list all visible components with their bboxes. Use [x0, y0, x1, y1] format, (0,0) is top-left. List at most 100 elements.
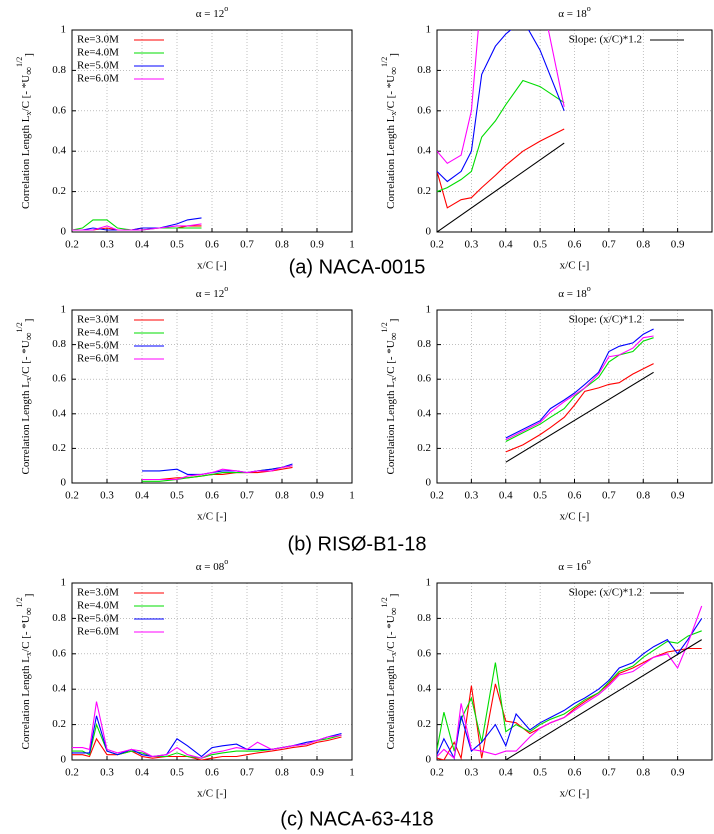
x-tick-label: 0.8 — [636, 490, 650, 502]
y-label-part: x — [389, 377, 398, 381]
y-label-part: 1/2 — [15, 597, 24, 607]
title-text: α = 12 — [196, 8, 224, 20]
plot-frame — [436, 309, 713, 484]
title-sup: o — [224, 4, 228, 13]
y-label-part: ∞ — [388, 607, 400, 615]
x-axis-label: x/C [-] — [560, 788, 590, 800]
legend-label: Re=4.0M — [77, 327, 119, 339]
y-tick-label: 1 — [426, 577, 432, 589]
y-label-part: 1/2 — [380, 322, 389, 332]
chart-title: α = 08o — [196, 557, 228, 573]
plot-area — [437, 30, 565, 232]
x-tick-label: 0.3 — [100, 490, 114, 502]
chart: 0.2 0.3 0.4 0.5 0.6 0.7 0.8 0.900.20.40.60.81α … — [380, 4, 713, 272]
y-tick-label: 0 — [426, 226, 432, 238]
y-tick-label: 1 — [61, 304, 67, 316]
y-tick-label: 0.8 — [417, 338, 431, 350]
legend-label: Slope: (x/C)*1.2 — [569, 314, 642, 326]
y-label-part: Correlation Length L — [385, 656, 397, 750]
legend-label: Re=4.0M — [77, 600, 119, 612]
y-label-part: /C [- *U — [385, 75, 397, 112]
y-label-part: ] — [23, 594, 35, 598]
x-tick-label: 0.7 — [240, 490, 254, 502]
y-tick-label: 1 — [61, 577, 67, 589]
series-line — [505, 371, 654, 463]
chart: 0.2 0.3 0.4 0.5 0.6 0.7 0.8 0.900.20.40.60.81α … — [380, 557, 713, 800]
y-tick-label: 0.2 — [417, 718, 431, 730]
y-tick-label: 0.2 — [52, 442, 66, 454]
caption: (b) RISØ-B1-18 — [288, 533, 427, 555]
y-label-part: /C [- *U — [20, 75, 32, 112]
x-axis-label: x/C [-] — [197, 260, 227, 272]
legend-label: Re=5.0M — [77, 60, 119, 72]
series-line — [505, 363, 654, 453]
y-tick-label: 0.2 — [52, 718, 66, 730]
plot-frame — [71, 582, 353, 761]
y-tick-label: 0.6 — [417, 647, 431, 659]
chart-title: α = 18o — [558, 284, 590, 300]
y-tick-label: 0.4 — [417, 683, 431, 695]
x-tick-label: 0.7 — [240, 239, 254, 251]
title-sup: o — [224, 557, 228, 566]
x-tick-label: 0.5 — [533, 490, 547, 502]
x-tick-label: 0.6 — [205, 767, 219, 779]
series-line — [72, 715, 342, 758]
y-tick-label: 0 — [426, 477, 432, 489]
y-axis-label: Correlation Length Lx/C [- *U∞1/2] — [380, 319, 400, 475]
plot-area — [505, 328, 654, 463]
title-sup: o — [587, 557, 591, 566]
plot-frame — [71, 309, 353, 484]
series-line — [505, 335, 654, 441]
y-label-part: ] — [388, 53, 400, 57]
series-line — [437, 128, 565, 209]
series-line — [437, 618, 703, 760]
x-tick-label: 0.5 — [170, 239, 184, 251]
x-tick-label: 0.6 — [568, 490, 582, 502]
series-line — [72, 736, 342, 760]
x-tick-label: 0.3 — [100, 239, 114, 251]
series-line — [142, 465, 293, 481]
y-label-part: ] — [388, 594, 400, 598]
title-text: α = 12 — [196, 288, 224, 300]
series-line — [505, 328, 654, 439]
title-text: α = 16 — [558, 561, 587, 573]
y-label-part: ∞ — [23, 332, 35, 340]
y-label-part: 1/2 — [15, 57, 24, 67]
x-tick-label: 0.2 — [430, 490, 444, 502]
legend-label: Re=5.0M — [77, 613, 119, 625]
legend-label: Re=3.0M — [77, 314, 119, 326]
y-tick-label: 0.2 — [417, 442, 431, 454]
legend-label: Re=3.0M — [77, 587, 119, 599]
x-tick-label: 0.8 — [636, 239, 650, 251]
y-tick-label: 0.6 — [52, 104, 66, 116]
x-tick-label: 0.9 — [310, 239, 324, 251]
y-label-part: Correlation Length L — [20, 381, 32, 475]
y-label-part: ] — [23, 53, 35, 57]
x-tick-label: 0.9 — [310, 767, 324, 779]
x-tick-label: 0.7 — [602, 239, 616, 251]
y-label-part: Correlation Length L — [385, 381, 397, 475]
x-tick-label: 0.9 — [671, 239, 685, 251]
series-line — [142, 463, 293, 475]
y-tick-label: 0 — [61, 754, 67, 766]
x-tick-label: 0.7 — [240, 767, 254, 779]
legend-label: Slope: (x/C)*1.2 — [569, 587, 642, 599]
chart-title: α = 18o — [558, 4, 590, 20]
y-tick-label: 0.2 — [417, 185, 431, 197]
y-label-part: ∞ — [23, 67, 35, 75]
title-text: α = 18 — [558, 8, 587, 20]
x-tick-label: 0.3 — [465, 767, 479, 779]
y-tick-label: 0.6 — [52, 647, 66, 659]
x-tick-label: 0.7 — [602, 490, 616, 502]
y-tick-label: 0.8 — [52, 612, 66, 624]
x-tick-label: 0.3 — [465, 239, 479, 251]
y-axis-label: Correlation Length Lx/C [- *U∞1/2] — [380, 53, 400, 209]
y-tick-label: 0.6 — [417, 373, 431, 385]
plot-frame — [71, 29, 353, 233]
x-tick-label: 0.5 — [170, 767, 184, 779]
x-tick-label: 0.2 — [65, 239, 79, 251]
y-label-part: /C [- *U — [385, 615, 397, 652]
series-line — [437, 79, 565, 193]
y-label-part: /C [- *U — [385, 340, 397, 377]
x-tick-label: 0.6 — [205, 490, 219, 502]
